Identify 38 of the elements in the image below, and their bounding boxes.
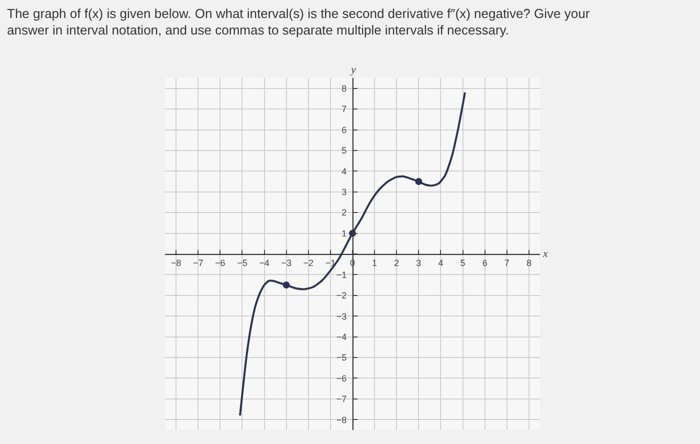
y-tick-label: −8 [336, 414, 347, 425]
y-tick-label: −4 [336, 332, 347, 342]
y-tick-label: −5 [336, 352, 347, 363]
x-tick-label: −3 [281, 258, 292, 268]
x-tick-label: 6 [482, 258, 488, 268]
y-tick-label: 4 [342, 166, 347, 176]
y-tick-label: 5 [342, 146, 347, 156]
x-tick-label: −7 [192, 258, 204, 268]
x-tick-label: 7 [504, 258, 510, 268]
x-tick-label: 2 [394, 258, 400, 268]
y-tick-label: −6 [336, 373, 347, 384]
y-tick-label: −2 [336, 290, 347, 301]
x-tick-label: 8 [526, 258, 532, 268]
point [282, 282, 290, 289]
y-tick-label: −1 [336, 270, 347, 280]
point [415, 178, 422, 186]
y-tick-label: −7 [336, 394, 347, 404]
chart-title: The graph of f(x) is given below. On what interval(s) is the second derivative f″(x) negative? Give your answer in interval notation, and use commas to separate multiple intervals if necessary. [7, 6, 590, 38]
x-tick-label: −2 [303, 258, 314, 268]
y-tick-label: 2 [342, 208, 347, 218]
x-tick-label: 1 [372, 258, 378, 268]
y-tick-label: 7 [342, 104, 347, 114]
x-axis-title: x [542, 248, 548, 260]
y-tick-label: 8 [342, 84, 347, 94]
y-axis-title: y [350, 64, 356, 76]
x-tick-label: −4 [259, 258, 270, 268]
x-tick-label: 3 [416, 258, 422, 268]
line-series [239, 91, 466, 417]
y-tick-label: 3 [342, 187, 347, 198]
x-tick-label: −8 [170, 258, 182, 268]
x-tick-label: 5 [460, 258, 466, 268]
x-tick-label: −1 [325, 258, 336, 268]
y-tick-label: 6 [342, 124, 347, 135]
x-tick-label: −5 [237, 258, 248, 268]
x-tick-label: −6 [215, 258, 226, 268]
x-tick-label: 4 [438, 258, 444, 268]
y-tick-label: 1 [342, 228, 347, 238]
y-tick-label: −3 [336, 311, 347, 322]
